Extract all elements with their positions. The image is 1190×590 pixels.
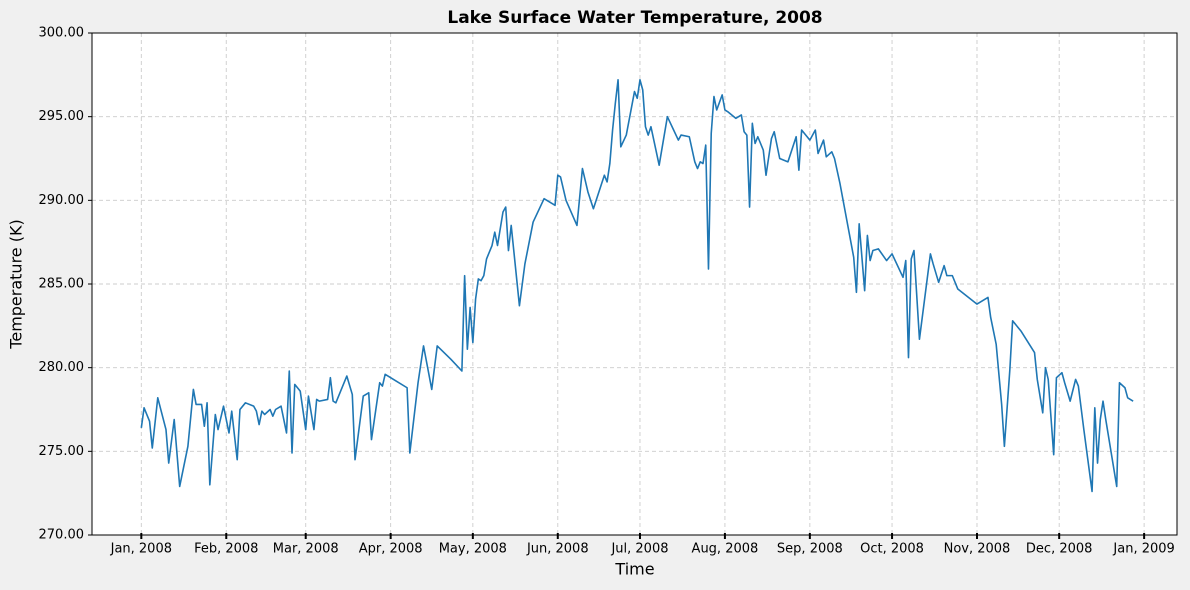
x-axis-label: Time (614, 560, 654, 579)
y-tick-label: 275.00 (39, 444, 85, 459)
x-tick-label: Jun, 2008 (526, 542, 589, 557)
x-tick-label: Apr, 2008 (359, 542, 423, 557)
y-tick-label: 295.00 (39, 109, 85, 124)
x-tick-label: Mar, 2008 (273, 542, 339, 557)
y-tick-label: 270.00 (39, 528, 85, 543)
y-tick-label: 300.00 (39, 26, 85, 41)
plot-frame (91, 32, 1178, 536)
x-tick-label: Jan, 2008 (110, 542, 172, 557)
chart-title: Lake Surface Water Temperature, 2008 (447, 8, 822, 28)
x-tick-label: Jul, 2008 (610, 542, 668, 557)
x-tick-label: Sep, 2008 (777, 542, 843, 557)
x-tick-label: Aug, 2008 (692, 542, 759, 557)
x-tick-label: Oct, 2008 (860, 542, 924, 557)
y-tick-label: 280.00 (39, 360, 85, 375)
data-line (140, 79, 1134, 493)
x-tick-label: Jan, 2009 (1112, 542, 1174, 557)
x-tick-label: Dec, 2008 (1026, 542, 1093, 557)
y-tick-label: 285.00 (39, 277, 85, 292)
y-axis-label: Temperature (K) (7, 219, 26, 349)
y-tick-label: 290.00 (39, 193, 85, 208)
x-tick-label: Feb, 2008 (194, 542, 258, 557)
x-tick-label: Nov, 2008 (944, 542, 1011, 557)
x-tick-label: May, 2008 (439, 542, 507, 557)
